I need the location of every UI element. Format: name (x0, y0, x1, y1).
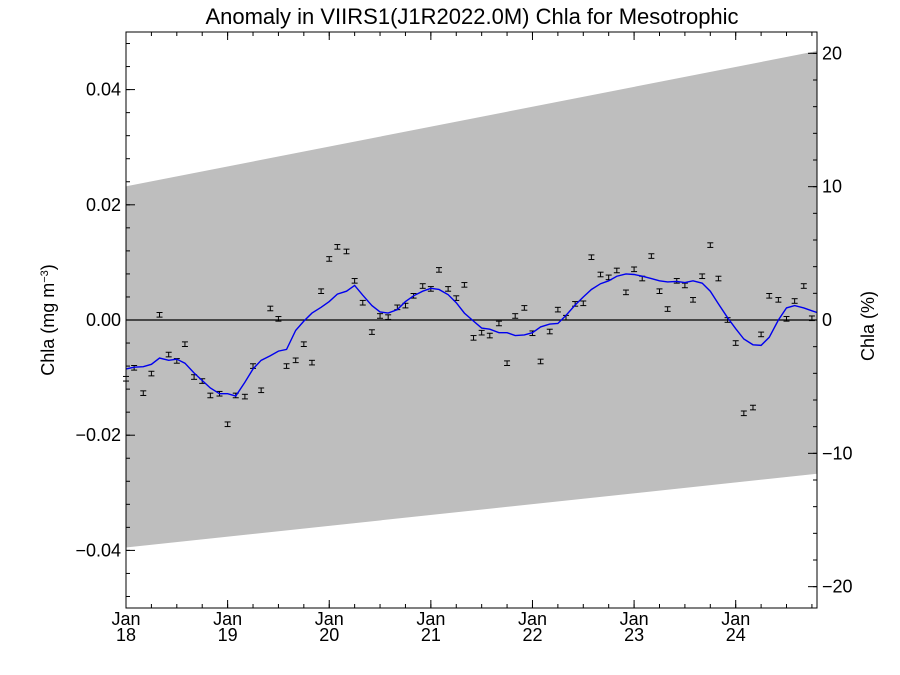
anomaly-point (588, 254, 595, 261)
anomaly-point (359, 299, 366, 306)
x-tick-month: Jan (416, 609, 445, 629)
right-y-axis-ticks: −20 −10 0 10 20 (808, 43, 853, 597)
x-tick-month: Jan (518, 609, 547, 629)
anomaly-point (758, 331, 765, 338)
anomaly-point (470, 335, 477, 341)
x-tick-year: 22 (522, 625, 542, 645)
right-y-tick-label: −10 (822, 443, 853, 463)
anomaly-point (478, 329, 485, 336)
plot-area (123, 31, 818, 609)
left-y-axis-label: Chla (mg m−3) (38, 264, 58, 376)
left-y-axis-ticks: −0.04 −0.02 0.00 0.02 0.04 (75, 43, 135, 597)
anomaly-point (707, 242, 714, 248)
anomaly-point (732, 340, 739, 346)
x-tick-year: 19 (218, 625, 238, 645)
anomaly-point (385, 314, 392, 320)
x-tick-year: 24 (726, 625, 746, 645)
anomaly-point (613, 267, 620, 274)
anomaly-point (368, 329, 375, 335)
x-tick-year: 21 (421, 625, 441, 645)
left-y-tick-label: −0.02 (75, 425, 121, 445)
anomaly-point (258, 387, 265, 394)
anomaly-point (140, 390, 147, 396)
anomaly-point (699, 273, 706, 280)
anomaly-point (308, 359, 315, 366)
anomaly-point (300, 341, 307, 347)
left-y-tick-label: 0.02 (86, 195, 121, 215)
anomaly-point (656, 288, 663, 295)
anomaly-point (445, 286, 452, 292)
anomaly-point (224, 421, 231, 428)
anomaly-point (326, 256, 333, 262)
left-y-axis-label-close: ) (38, 264, 58, 270)
x-tick-month: Jan (111, 609, 140, 629)
x-tick-month: Jan (213, 609, 242, 629)
anomaly-point (461, 282, 468, 288)
anomaly-point (267, 305, 274, 312)
anomaly-point (715, 275, 722, 282)
anomaly-point (800, 283, 807, 289)
anomaly-point (486, 332, 493, 339)
anomaly-point (495, 320, 502, 327)
uncertainty-band (126, 51, 817, 548)
x-tick-month: Jan (315, 609, 344, 629)
chart-title: Anomaly in VIIRS1(J1R2022.0M) Chla for M… (205, 4, 738, 29)
anomaly-point (690, 297, 697, 303)
left-y-axis-label-main: Chla (mg m (38, 283, 58, 376)
x-tick-month: Jan (620, 609, 649, 629)
anomaly-point (775, 297, 782, 303)
anomaly-point (419, 283, 426, 289)
anomaly-point (343, 248, 350, 255)
anomaly-point (334, 244, 341, 250)
anomaly-point (318, 288, 325, 295)
anomaly-point (537, 358, 544, 365)
anomaly-point (622, 289, 629, 296)
right-y-axis-label: Chla (%) (858, 291, 878, 361)
anomaly-point (749, 404, 756, 411)
running-mean-line (125, 273, 818, 397)
anomaly-point (597, 271, 604, 278)
anomaly-point (435, 267, 442, 273)
anomaly-point (648, 253, 655, 259)
anomaly-point (740, 410, 747, 417)
x-tick-month: Jan (721, 609, 750, 629)
anomaly-point (377, 313, 384, 319)
anomaly-point (791, 298, 798, 304)
x-tick-year: 20 (319, 625, 339, 645)
left-y-tick-label: 0.00 (86, 310, 121, 330)
anomaly-point (207, 392, 214, 399)
x-tick-year: 23 (624, 625, 644, 645)
anomaly-point (631, 266, 638, 273)
anomaly-point (156, 312, 163, 318)
anomaly-point (554, 306, 561, 313)
anomaly-point (512, 313, 519, 319)
left-y-tick-label: −0.04 (75, 540, 121, 560)
anomaly-point (165, 351, 172, 358)
anomaly-point (783, 316, 790, 322)
right-y-tick-label: 0 (822, 310, 832, 330)
anomaly-point (546, 328, 553, 335)
anomaly-point (504, 360, 511, 367)
anomaly-points (123, 242, 815, 428)
anomaly-point (766, 293, 773, 299)
right-y-tick-label: 20 (822, 43, 842, 63)
anomaly-point (580, 300, 587, 307)
anomaly-point (664, 306, 671, 312)
anomaly-point (181, 341, 188, 347)
right-y-tick-label: 10 (822, 177, 842, 197)
anomaly-point (351, 278, 358, 284)
right-y-tick-label: −20 (822, 577, 853, 597)
left-y-axis-label-superscript: −3 (39, 270, 51, 283)
anomaly-point (148, 370, 155, 377)
anomaly-point (292, 357, 299, 364)
anomaly-point (521, 305, 528, 311)
left-y-tick-label: 0.04 (86, 80, 121, 100)
anomaly-point (283, 363, 290, 369)
anomaly-point (241, 393, 248, 400)
anomaly-point (275, 316, 282, 322)
x-tick-year: 18 (116, 625, 136, 645)
